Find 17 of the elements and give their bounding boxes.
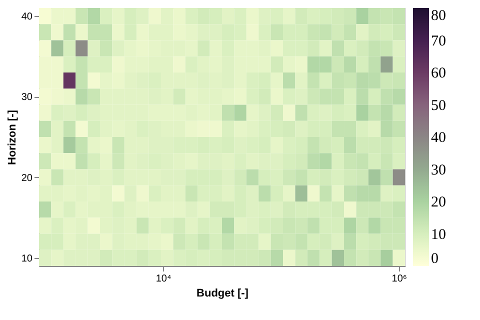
color-bar-label: 70 bbox=[431, 33, 446, 50]
y-tick-label: 20 bbox=[21, 172, 33, 184]
color-bar-label: 50 bbox=[431, 98, 446, 114]
color-bar-label: 40 bbox=[431, 130, 446, 146]
y-tick-label: 30 bbox=[21, 92, 33, 104]
x-axis-title: Budget [-] bbox=[196, 288, 249, 300]
y-axis-title: Horizon [-] bbox=[6, 110, 18, 165]
x-tick-label: 10⁴ bbox=[156, 274, 172, 284]
y-tick-label: 10 bbox=[21, 253, 33, 264]
x-tick-label: 10⁶ bbox=[392, 274, 408, 284]
color-bar-label: 30 bbox=[431, 162, 446, 178]
y-tick-label: 40 bbox=[21, 12, 33, 23]
color-bar-label: 20 bbox=[431, 194, 446, 210]
color-bar-label: 0 bbox=[431, 251, 438, 267]
color-bar-label: 60 bbox=[431, 66, 446, 82]
color-bar-label: 10 bbox=[431, 226, 446, 243]
color-bar-label: 80 bbox=[431, 8, 446, 24]
